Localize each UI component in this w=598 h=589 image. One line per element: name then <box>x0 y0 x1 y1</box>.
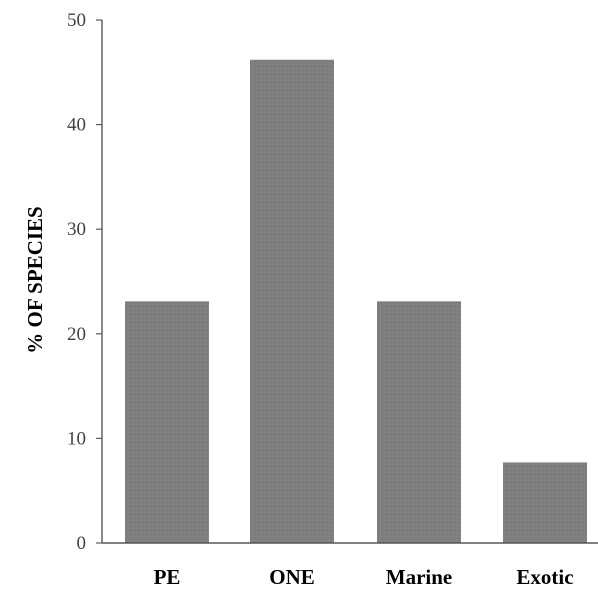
bar-pe <box>125 301 209 543</box>
bar-one <box>250 59 334 544</box>
y-tick-label: 40 <box>67 115 86 136</box>
bar-marine <box>377 301 461 543</box>
y-axis-title: % OF SPECIES <box>23 206 47 353</box>
y-axis-ticks: 0 10 20 30 40 50 <box>67 10 102 554</box>
x-category-label: PE <box>154 565 181 589</box>
bar-exotic <box>503 462 587 543</box>
x-category-label: Marine <box>386 565 452 589</box>
x-category-label: ONE <box>269 565 315 589</box>
axes <box>101 20 598 544</box>
y-tick-label: 50 <box>67 10 86 31</box>
y-tick-label: 20 <box>67 324 86 345</box>
y-tick-label: 10 <box>67 428 86 449</box>
bars <box>125 59 587 544</box>
y-tick-label: 30 <box>67 219 86 240</box>
x-category-label: Exotic <box>516 565 573 589</box>
y-tick-label: 0 <box>77 533 87 554</box>
x-axis-labels: PE ONE Marine Exotic <box>154 565 574 589</box>
